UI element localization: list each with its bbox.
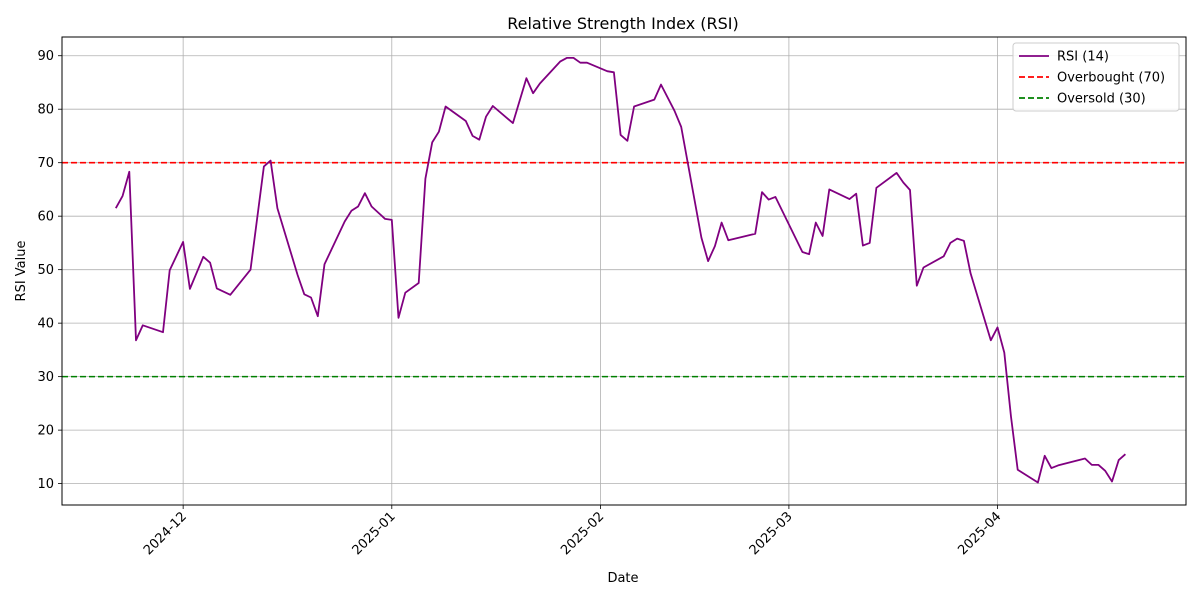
legend: RSI (14) Overbought (70) Oversold (30)	[1012, 42, 1180, 112]
legend-label: Oversold (30)	[1057, 92, 1146, 107]
legend-label: RSI (14)	[1057, 50, 1109, 65]
x-tick-label: 2024-12	[141, 509, 190, 558]
y-tick-label: 80	[37, 103, 54, 118]
y-tick-label: 90	[37, 49, 54, 64]
y-tick-label: 30	[37, 370, 54, 385]
x-tick-label: 2025-03	[747, 509, 796, 558]
x-tick-label: 2025-04	[955, 509, 1004, 558]
plot-frame	[61, 36, 1187, 506]
y-tick-label: 40	[37, 317, 54, 332]
reference-lines	[62, 161, 1186, 378]
chart-title: Relative Strength Index (RSI)	[507, 14, 739, 33]
grid	[62, 37, 1186, 505]
legend-label: Overbought (70)	[1057, 71, 1165, 86]
y-axis-ticks: 10 20 30 40 50 60 70 80 90	[37, 49, 62, 492]
rsi-series-line	[115, 57, 1126, 484]
legend-box	[1012, 42, 1180, 112]
y-tick-label: 60	[37, 210, 54, 225]
x-axis-ticks: 2024-12 2025-01 2025-02 2025-03 2025-04	[141, 505, 1004, 558]
y-tick-label: 70	[37, 156, 54, 171]
y-tick-label: 20	[37, 424, 54, 439]
x-axis-label: Date	[607, 571, 638, 586]
x-tick-label: 2025-02	[558, 509, 607, 558]
y-tick-label: 10	[37, 477, 54, 492]
y-tick-label: 50	[37, 263, 54, 278]
y-axis-label: RSI Value	[14, 241, 29, 302]
x-tick-label: 2025-01	[350, 509, 399, 558]
